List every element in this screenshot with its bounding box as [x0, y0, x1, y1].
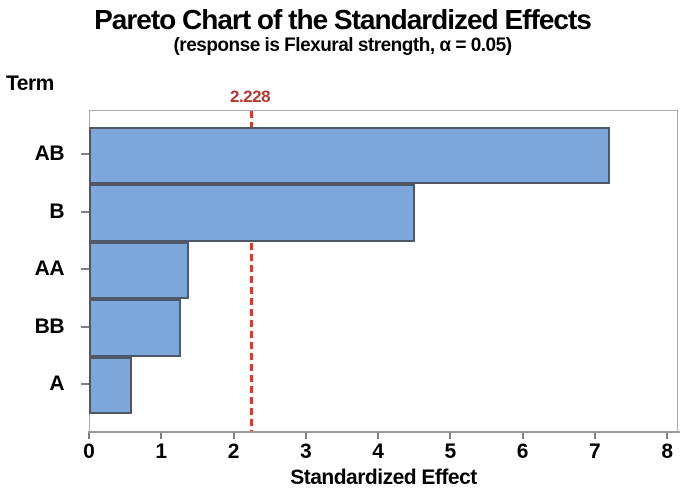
reference-line — [249, 111, 253, 432]
y-axis-tick-B — [81, 210, 89, 213]
x-axis-tick-label-7: 7 — [589, 440, 601, 463]
x-axis-tick-1 — [160, 433, 163, 439]
x-axis-tick-label-3: 3 — [299, 440, 312, 463]
bar-AA — [88, 241, 189, 299]
y-axis-label-AA: AA — [34, 257, 65, 281]
x-axis-tick-6 — [521, 433, 524, 439]
x-axis-tick-2 — [232, 433, 235, 439]
x-axis-tick-label-0: 0 — [83, 440, 95, 463]
x-axis-tick-label-2: 2 — [227, 440, 240, 463]
x-axis-tick-label-5: 5 — [444, 440, 457, 463]
plot-area — [88, 110, 678, 432]
y-axis-tick-AA — [81, 268, 89, 271]
x-axis-tick-0 — [88, 433, 90, 439]
x-axis-tick-4 — [377, 433, 380, 439]
chart-title: Pareto Chart of the Standardized Effects — [94, 4, 592, 35]
y-axis-label-BB: BB — [34, 314, 65, 338]
x-axis-tick-7 — [593, 433, 596, 439]
x-axis-tick-label-6: 6 — [516, 440, 529, 463]
x-axis-line — [87, 431, 680, 433]
x-axis-tick-3 — [304, 433, 307, 439]
bar-BB — [88, 299, 182, 357]
x-axis-title: Standardized Effect — [290, 466, 477, 489]
y-axis-label-A: A — [49, 372, 64, 396]
y-axis-tick-BB — [81, 325, 89, 328]
y-axis-tick-AB — [81, 153, 89, 156]
bar-AB — [88, 126, 611, 184]
x-axis-tick-label-1: 1 — [155, 440, 168, 463]
reference-line-value-label: 2.228 — [229, 87, 271, 106]
y-axis-label-AB: AB — [34, 142, 65, 166]
y-axis-title: Term — [6, 72, 54, 95]
y-axis-tick-A — [81, 383, 89, 386]
x-axis-tick-8 — [666, 433, 669, 439]
x-axis-tick-label-4: 4 — [372, 440, 384, 463]
bar-B — [88, 184, 416, 242]
chart-subtitle: (response is Flexural strength, α = 0.05… — [173, 35, 512, 56]
y-axis-label-B: B — [49, 199, 64, 223]
x-axis-tick-label-8: 8 — [661, 440, 673, 463]
bar-A — [88, 356, 132, 414]
x-axis-tick-5 — [449, 433, 452, 439]
